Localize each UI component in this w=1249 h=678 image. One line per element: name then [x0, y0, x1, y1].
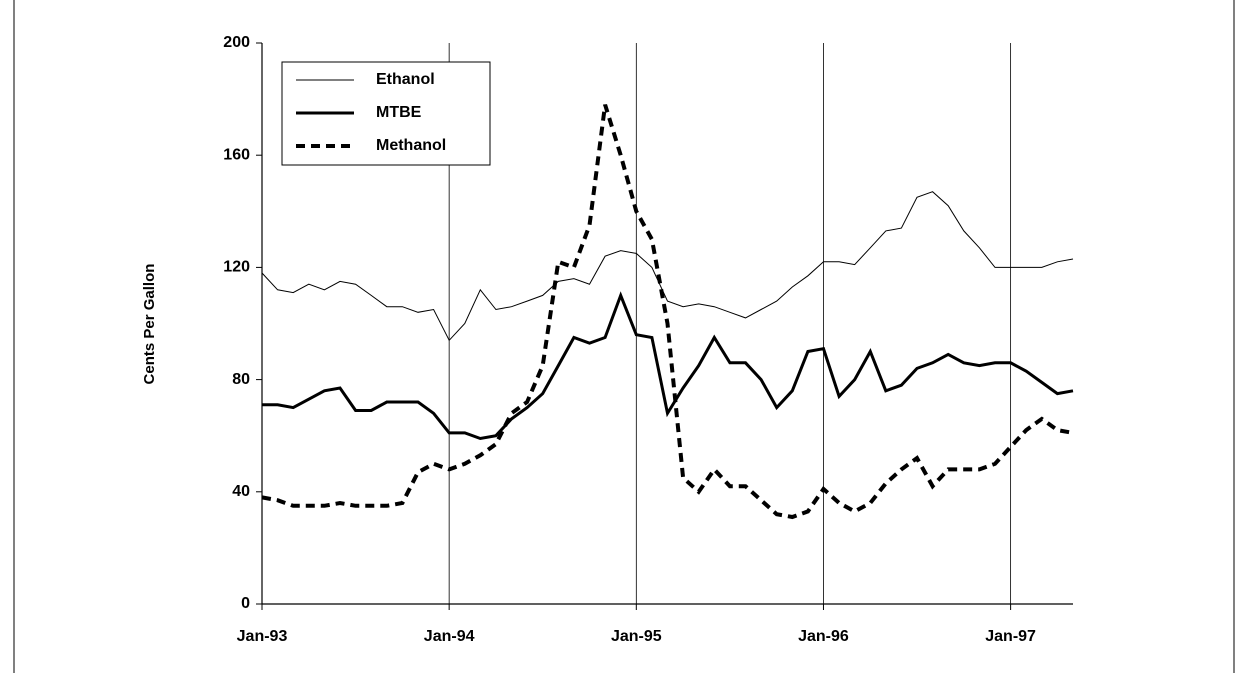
- x-tick-label: Jan-93: [237, 628, 288, 645]
- y-tick-label: 160: [223, 146, 250, 163]
- y-tick-label: 0: [241, 595, 250, 612]
- series-line: [261, 191, 1074, 342]
- x-tick-label: Jan-96: [798, 628, 849, 645]
- x-tick-label: Jan-97: [985, 628, 1036, 645]
- y-tick-label: 40: [232, 483, 250, 500]
- legend-label: Methanol: [376, 137, 446, 154]
- x-tick-label: Jan-95: [611, 628, 662, 645]
- y-tick-label: 80: [232, 371, 250, 388]
- y-tick-label: 120: [223, 259, 250, 276]
- legend-label: MTBE: [376, 104, 422, 121]
- x-tick-label: Jan-94: [424, 628, 475, 645]
- y-tick-label: 200: [223, 34, 250, 51]
- y-axis-label: Cents Per Gallon: [141, 264, 158, 385]
- series-line: [262, 291, 1074, 441]
- series-line: [261, 104, 1074, 520]
- legend-label: Ethanol: [376, 71, 435, 88]
